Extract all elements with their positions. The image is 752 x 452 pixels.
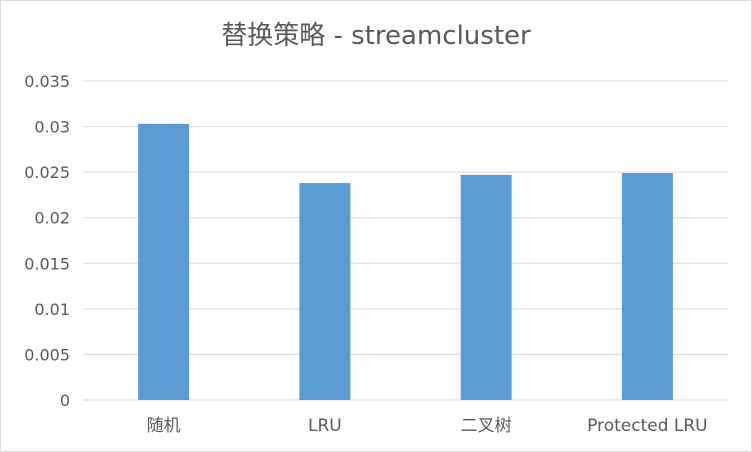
gridlines [83, 80, 728, 401]
y-tick-label: 0.025 [24, 163, 70, 182]
y-tick-label: 0.035 [24, 72, 70, 91]
y-tick-label: 0.03 [34, 118, 70, 137]
bar [621, 173, 673, 400]
x-category-label: 二叉树 [461, 416, 512, 436]
bar [138, 123, 190, 400]
bar [299, 183, 351, 400]
y-tick-label: 0.01 [34, 300, 70, 319]
bar [460, 174, 512, 400]
bars [138, 123, 673, 400]
y-axis-tick-labels: 0 0.005 0.01 0.015 0.02 0.025 0.03 0.035 [24, 72, 70, 410]
chart-title: 替换策略 - streamcluster [221, 21, 531, 51]
y-tick-label: 0.005 [24, 345, 70, 364]
y-tick-label: 0.02 [34, 209, 70, 228]
x-category-label: Protected LRU [587, 416, 708, 436]
x-category-label: 随机 [147, 416, 181, 436]
y-tick-label: 0.015 [24, 254, 70, 273]
x-category-label: LRU [308, 416, 342, 436]
y-tick-label: 0 [60, 391, 70, 410]
x-axis-category-labels: 随机 LRU 二叉树 Protected LRU [147, 416, 708, 436]
